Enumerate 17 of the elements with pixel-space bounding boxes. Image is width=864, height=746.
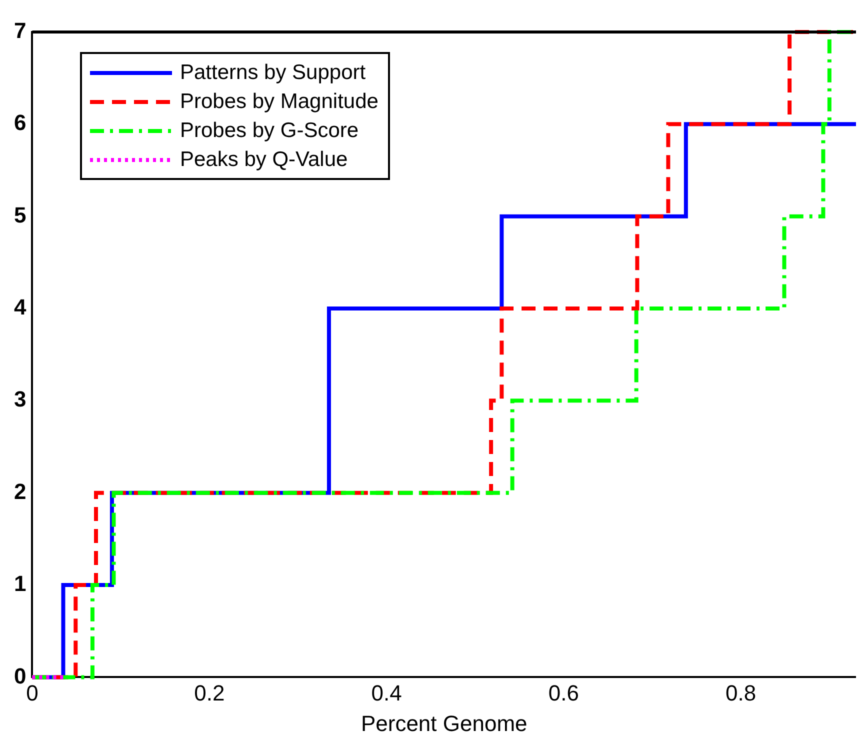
y-tick-label: 0 <box>14 663 26 688</box>
legend-label: Probes by Magnitude <box>180 90 378 114</box>
x-tick-label: 0.6 <box>548 680 579 706</box>
y-tick-label: 4 <box>14 294 27 320</box>
legend-label: Patterns by Support <box>180 60 366 84</box>
y-tick-label: 3 <box>14 386 26 412</box>
x-tick-label: 0.4 <box>371 680 402 706</box>
y-tick-label: 5 <box>14 202 26 228</box>
x-tick-label: 0.2 <box>194 680 225 706</box>
x-axis-title: Percent Genome <box>360 710 528 736</box>
y-tick-label: 7 <box>14 18 26 44</box>
x-tick-label: 0.8 <box>726 680 756 706</box>
y-tick-label: 2 <box>14 478 26 504</box>
y-tick-label: 1 <box>14 571 26 596</box>
legend-label: Probes by G-Score <box>180 118 359 142</box>
y-tick-label: 6 <box>14 110 26 136</box>
legend-label: Peaks by Q-Value <box>180 148 348 172</box>
